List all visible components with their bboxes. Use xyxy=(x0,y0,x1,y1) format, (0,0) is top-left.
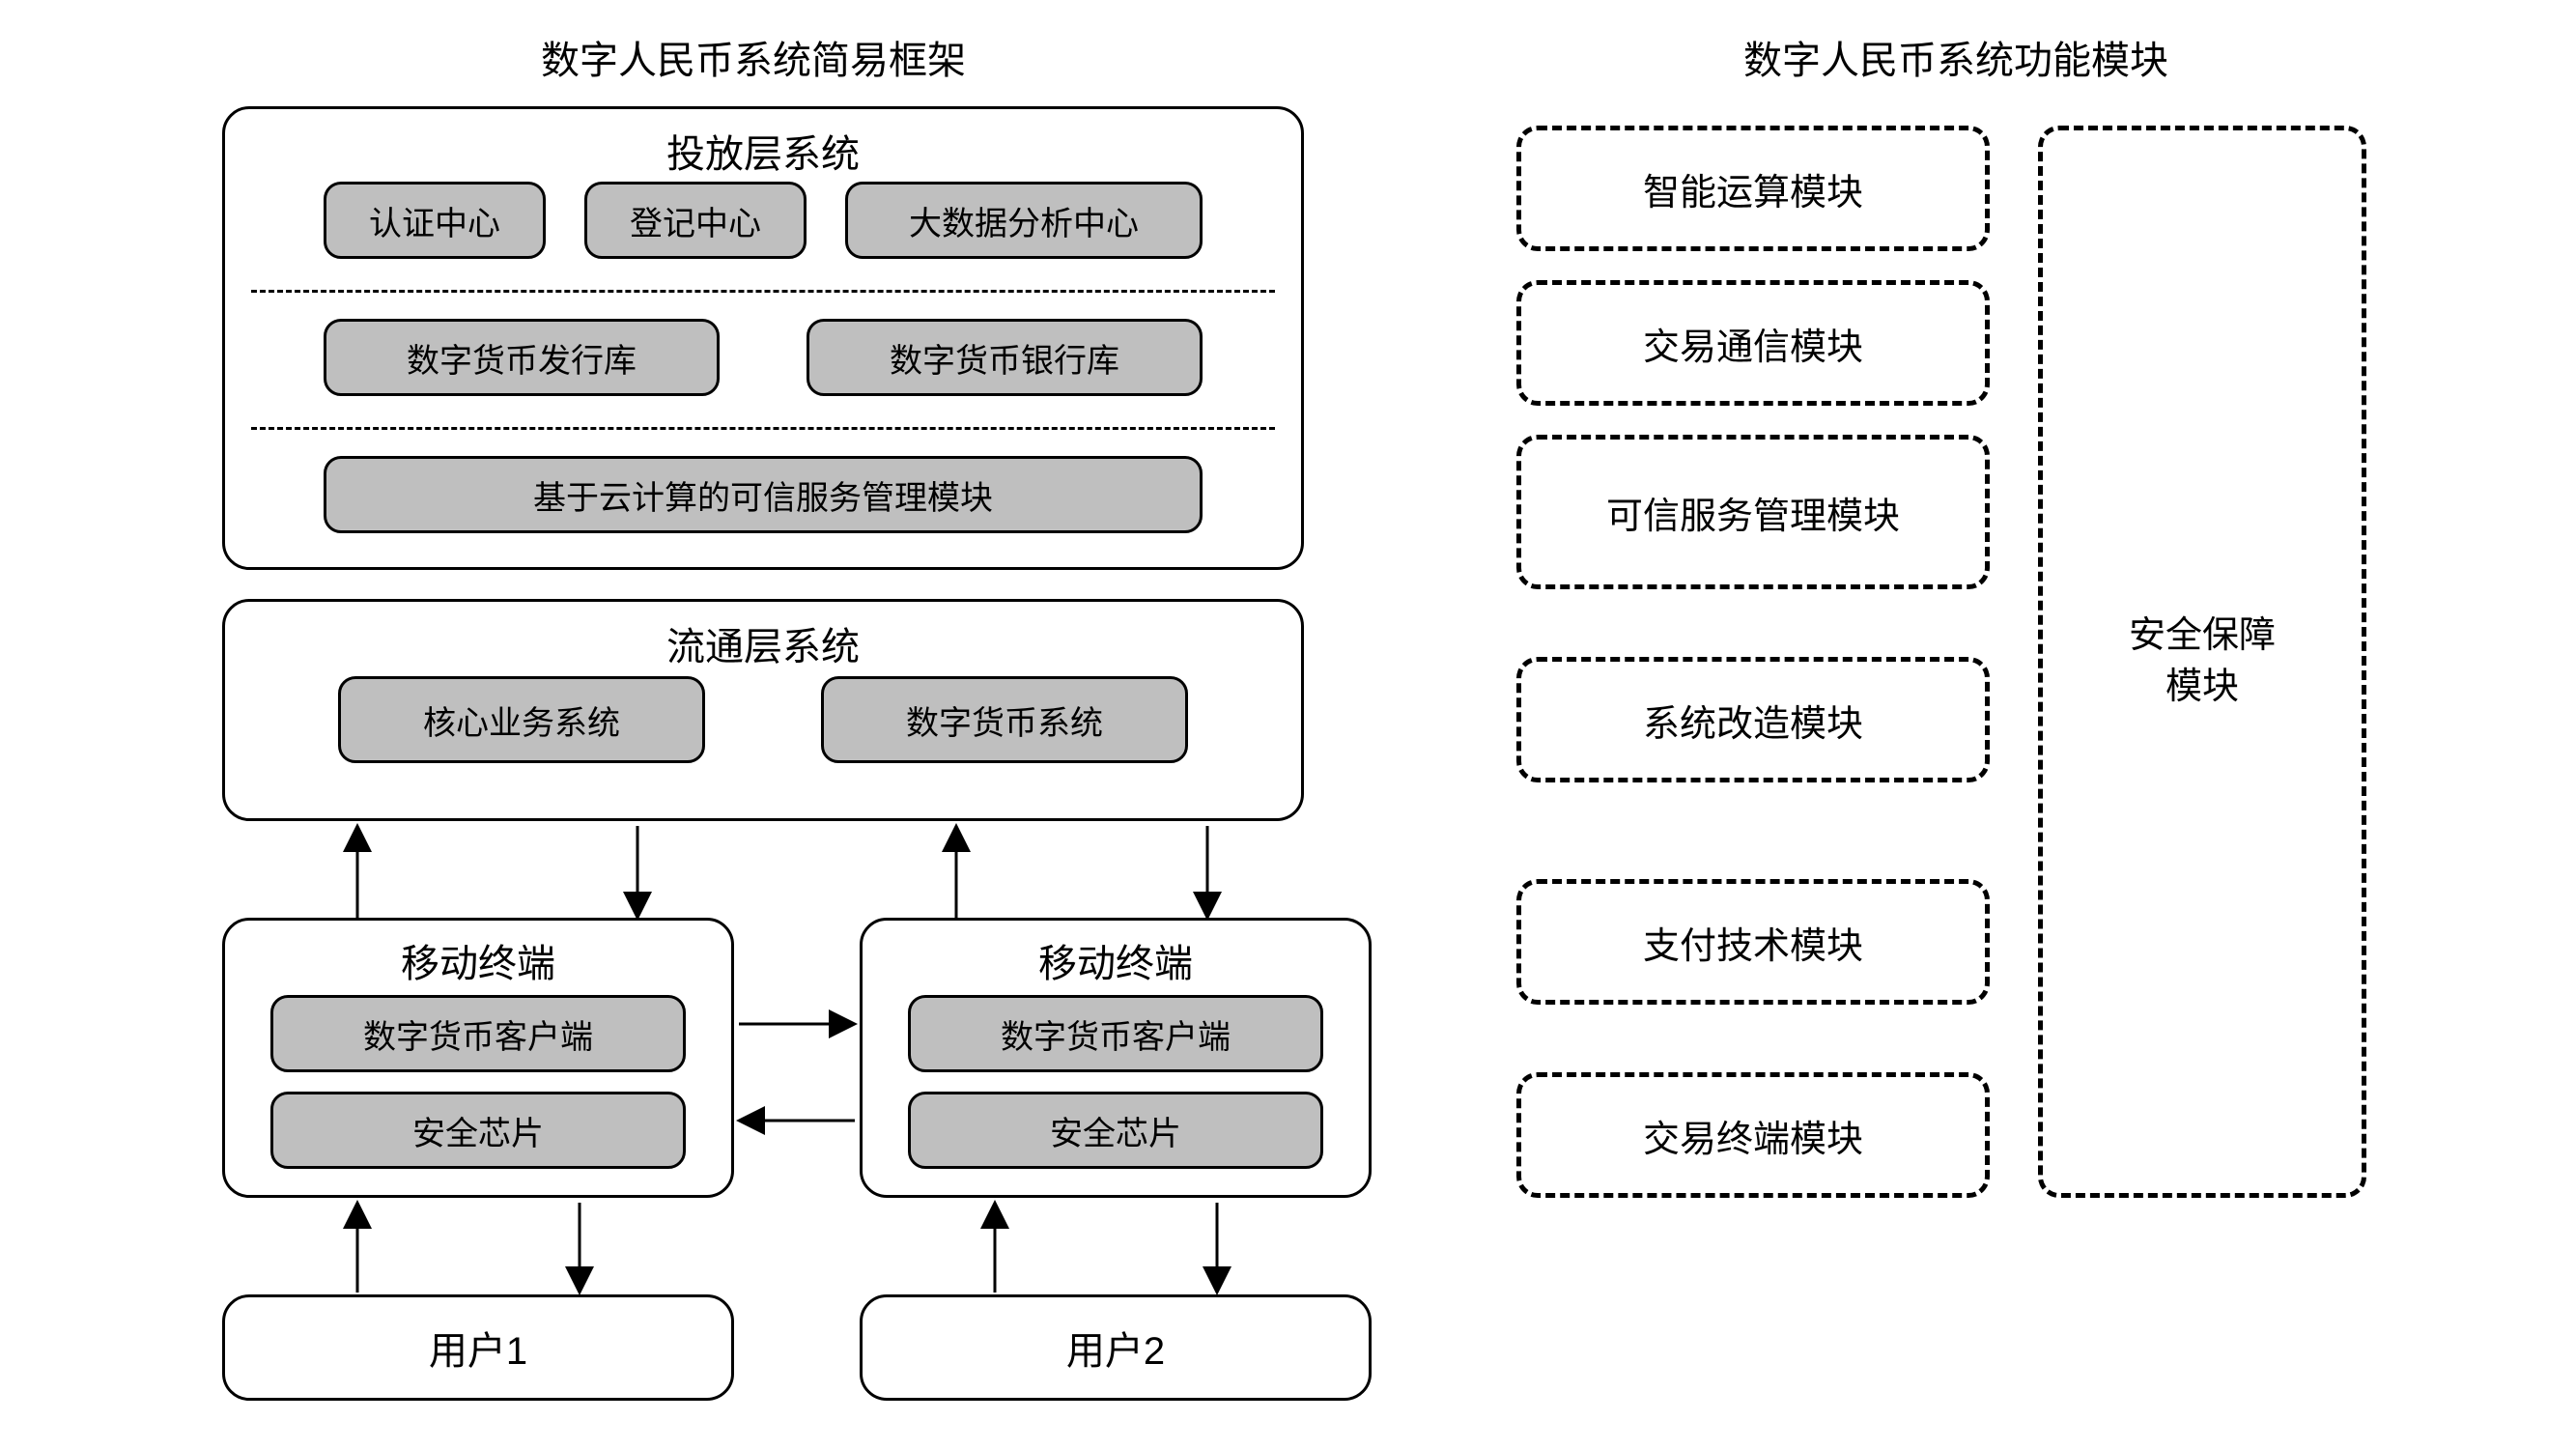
terminal-left-title: 移动终端 xyxy=(225,932,731,988)
user-box: 用户1 xyxy=(222,1294,734,1401)
layer1-divider xyxy=(251,427,1275,430)
module-box: 交易终端模块 xyxy=(1516,1072,1990,1198)
layer1-row1-box: 大数据分析中心 xyxy=(845,182,1203,259)
layer1-row2-box: 数字货币银行库 xyxy=(807,319,1203,396)
user-box: 用户2 xyxy=(860,1294,1372,1401)
terminal-right-title: 移动终端 xyxy=(863,932,1369,988)
layer2-item: 数字货币系统 xyxy=(821,676,1188,763)
layer1-row3-box: 基于云计算的可信服务管理模块 xyxy=(324,456,1203,533)
terminal-left-item: 安全芯片 xyxy=(270,1092,686,1169)
terminal-left-item: 数字货币客户端 xyxy=(270,995,686,1072)
layer1-row1-box: 登记中心 xyxy=(584,182,807,259)
layer1-row2-box: 数字货币发行库 xyxy=(324,319,720,396)
layer2-title: 流通层系统 xyxy=(225,615,1301,671)
module-box: 交易通信模块 xyxy=(1516,280,1990,406)
layer2-item: 核心业务系统 xyxy=(338,676,705,763)
terminal-right-item: 安全芯片 xyxy=(908,1092,1323,1169)
right-title: 数字人民币系统功能模块 xyxy=(1497,29,2415,85)
module-box: 系统改造模块 xyxy=(1516,657,1990,782)
layer1-title: 投放层系统 xyxy=(225,123,1301,179)
module-box: 可信服务管理模块 xyxy=(1516,435,1990,589)
left-title: 数字人民币系统简易框架 xyxy=(222,29,1285,85)
side-module-label: 安全保障模块 xyxy=(2129,611,2276,713)
side-module-box: 安全保障模块 xyxy=(2038,126,2366,1198)
layer1-row1-box: 认证中心 xyxy=(324,182,546,259)
module-box: 智能运算模块 xyxy=(1516,126,1990,251)
terminal-right-item: 数字货币客户端 xyxy=(908,995,1323,1072)
layer1-divider xyxy=(251,290,1275,293)
module-box: 支付技术模块 xyxy=(1516,879,1990,1005)
